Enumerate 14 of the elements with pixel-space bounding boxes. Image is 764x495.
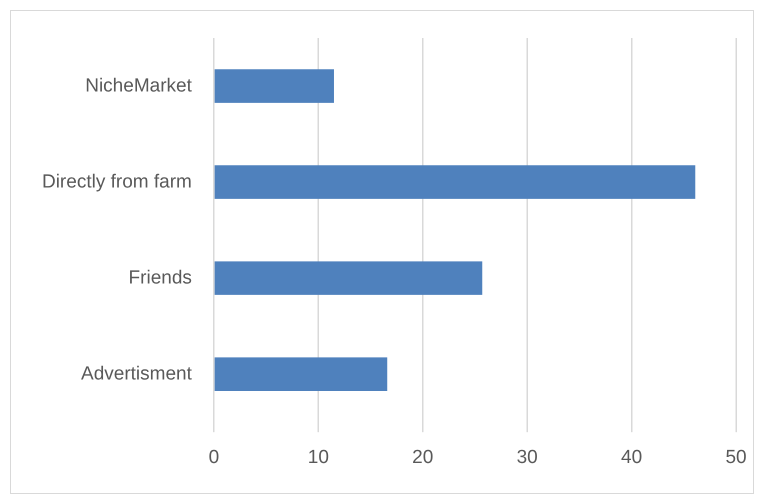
bar <box>214 165 696 199</box>
y-tick-label: Directly from farm <box>42 171 192 192</box>
x-tick-label: 40 <box>621 446 642 468</box>
y-tick-label: Advertisment <box>81 363 193 384</box>
y-tick-label: Friends <box>128 267 192 288</box>
bar <box>214 261 482 295</box>
x-tick-label: 0 <box>208 446 220 468</box>
x-tick-label: 20 <box>412 446 434 468</box>
bar <box>214 357 388 391</box>
x-tick-label: 50 <box>725 446 747 468</box>
bar <box>214 69 334 103</box>
x-tick-label: 10 <box>308 446 329 468</box>
y-tick-label: NicheMarket <box>85 75 193 96</box>
x-tick-label: 30 <box>516 446 538 468</box>
